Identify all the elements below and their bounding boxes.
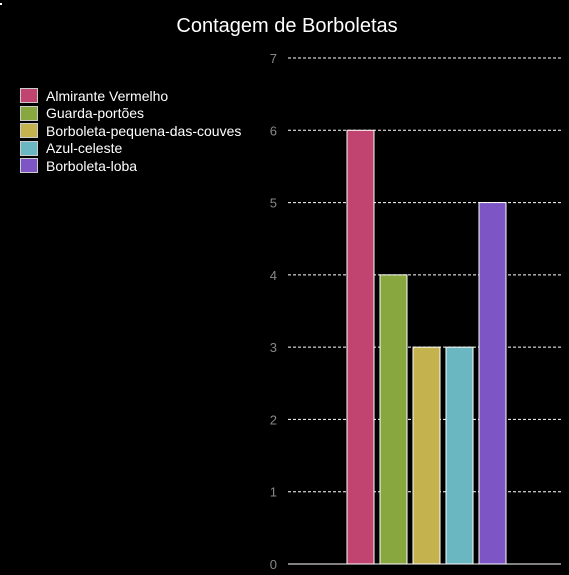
y-tick-label: 7 bbox=[270, 51, 277, 66]
bars bbox=[346, 129, 507, 565]
legend-item: Almirante Vermelho bbox=[20, 87, 241, 105]
y-tick-label: 3 bbox=[270, 340, 277, 355]
legend-item: Guarda-portões bbox=[20, 105, 241, 123]
legend-swatch bbox=[20, 88, 38, 104]
bar bbox=[346, 129, 375, 565]
y-tick-label: 2 bbox=[270, 412, 277, 427]
legend-item: Borboleta-pequena-das-couves bbox=[20, 122, 241, 140]
y-tick-label: 6 bbox=[270, 123, 277, 138]
legend-swatch bbox=[20, 158, 38, 174]
y-tick-label: 1 bbox=[270, 485, 277, 500]
legend-swatch bbox=[20, 105, 38, 121]
legend-label: Azul-celeste bbox=[46, 140, 123, 157]
legend-label: Borboleta-loba bbox=[46, 157, 138, 174]
legend-swatch bbox=[20, 140, 38, 156]
legend-label: Borboleta-pequena-das-couves bbox=[46, 122, 242, 139]
legend: Almirante Vermelho Guarda-portões Borbolet… bbox=[20, 87, 241, 175]
y-tick-label: 4 bbox=[270, 268, 277, 283]
bar bbox=[412, 346, 441, 565]
y-tick-label: 0 bbox=[270, 557, 277, 572]
corner-mark bbox=[0, 3, 2, 5]
legend-item: Borboleta-loba bbox=[20, 157, 241, 175]
chart-title: Contagem de Borboletas bbox=[176, 15, 398, 37]
bar bbox=[445, 346, 474, 565]
bar bbox=[379, 274, 408, 565]
legend-label: Almirante Vermelho bbox=[46, 87, 169, 104]
legend-item: Azul-celeste bbox=[20, 140, 241, 158]
y-tick-labels: 0 1 2 3 4 5 6 7 bbox=[270, 51, 277, 572]
bar bbox=[478, 202, 507, 565]
y-tick-label: 5 bbox=[270, 196, 277, 211]
legend-label: Guarda-portões bbox=[46, 105, 145, 122]
legend-swatch bbox=[20, 123, 38, 139]
